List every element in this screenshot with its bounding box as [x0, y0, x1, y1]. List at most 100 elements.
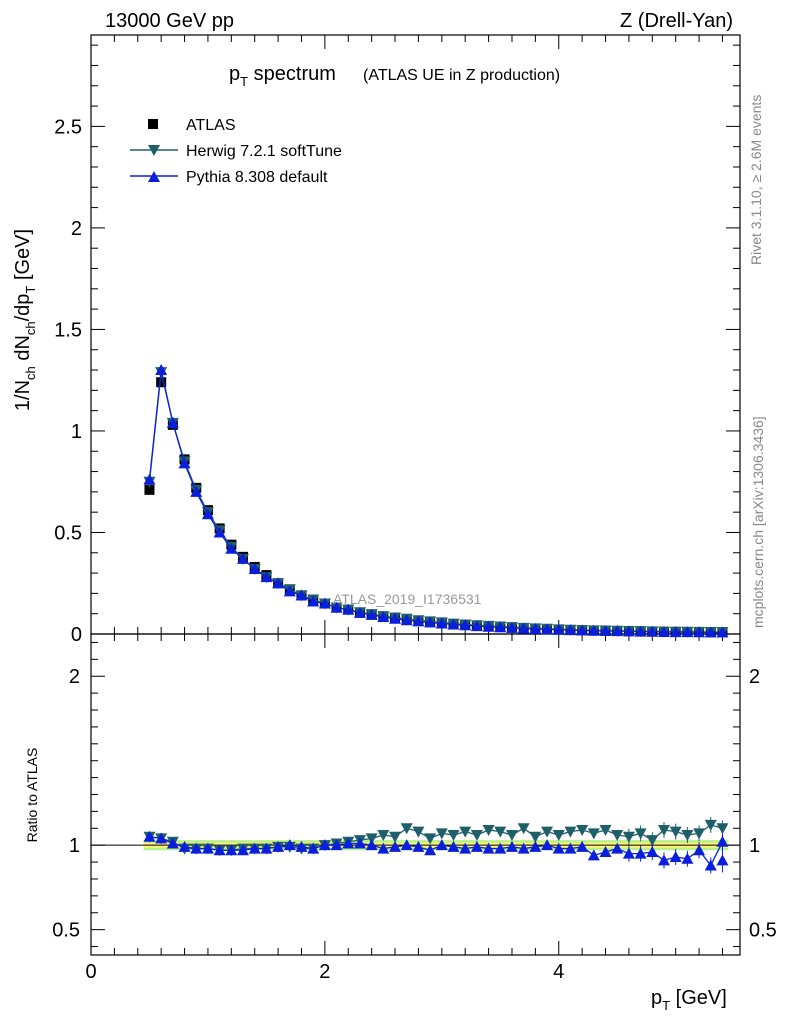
legend-atlas-marker	[148, 119, 158, 129]
pythia-point	[272, 577, 285, 589]
ratio-tick-label: 1	[69, 835, 80, 857]
pythia-ratio-point	[283, 839, 296, 851]
pythia-ratio-point	[295, 840, 308, 852]
pythia-ratio-point	[622, 847, 635, 859]
pythia-point	[225, 542, 238, 554]
pythia-point	[166, 416, 179, 428]
pythia-ratio-point	[529, 840, 542, 852]
ratio-tick-label: 0.5	[52, 920, 80, 942]
pythia-ratio-point	[143, 830, 156, 842]
pythia-point	[459, 619, 472, 631]
pythia-ratio-point	[634, 847, 647, 859]
legend-atlas-label: ATLAS	[186, 117, 236, 134]
data-series	[143, 364, 729, 874]
herwig-ratio-point	[599, 824, 612, 836]
pythia-point	[412, 615, 425, 627]
pythia-ratio-point	[248, 842, 261, 854]
pythia-last-ratio-point	[716, 854, 729, 866]
herwig-ratio-point	[529, 831, 542, 843]
pythia-point	[470, 620, 483, 632]
herwig-ratio-point	[494, 826, 507, 838]
pythia-point	[389, 612, 402, 624]
pythia-ratio-point	[412, 840, 425, 852]
pythia-ratio-point	[482, 842, 495, 854]
herwig-ratio-point	[365, 833, 378, 845]
pythia-point	[307, 595, 320, 607]
pythia-point	[283, 585, 296, 597]
pythia-ratio-point	[178, 840, 191, 852]
pythia-point	[622, 625, 635, 637]
herwig-ratio-point	[587, 828, 600, 840]
herwig-ratio-point	[459, 826, 472, 838]
svg-text:1/Nch dNch/dpT [GeV]: 1/Nch dNch/dpT [GeV]	[12, 229, 38, 411]
pythia-ratio-point	[190, 842, 203, 854]
pythia-ratio-point	[646, 845, 659, 857]
legend-herwig-marker	[148, 145, 160, 156]
herwig-ratio-point	[716, 823, 729, 835]
herwig-ratio-point	[669, 826, 682, 838]
pythia-ratio-point	[716, 835, 729, 847]
legend-herwig-label: Herwig 7.2.1 softTune	[186, 143, 342, 160]
y-tick-label: 0.5	[54, 522, 82, 544]
pythia-ratio-point	[564, 842, 577, 854]
svg-text:pT spectrum: pT spectrum	[229, 63, 336, 89]
pythia-point	[646, 625, 659, 637]
atlas-point	[144, 484, 155, 495]
pythia-ratio-point	[272, 840, 285, 852]
pythia-ratio-point	[400, 839, 413, 851]
pythia-ratio-point	[669, 851, 682, 863]
pythia-point	[400, 614, 413, 626]
pythia-ratio-point	[470, 840, 483, 852]
legend-pythia-marker	[148, 171, 160, 182]
pythia-point	[365, 608, 378, 620]
svg-text:pT [GeV]: pT [GeV]	[651, 987, 727, 1013]
pythia-point	[693, 626, 706, 638]
herwig-ratio-point	[681, 830, 694, 842]
pythia-point	[611, 625, 624, 637]
pythia-ratio-point	[342, 837, 355, 849]
pythia-point	[529, 622, 542, 634]
pythia-ratio-point	[213, 844, 226, 856]
header-right: Z (Drell-Yan)	[620, 10, 733, 32]
legend: ATLAS Herwig 7.2.1 softTune Pythia 8.308…	[130, 117, 342, 186]
pythia-point	[424, 616, 437, 628]
pythia-point	[295, 589, 308, 601]
x-axis-label: pT [GeV]	[651, 987, 727, 1013]
pythia-point	[248, 563, 261, 575]
watermark: ATLAS_2019_I1736531	[333, 591, 482, 607]
pythia-point	[190, 485, 203, 497]
pythia-ratio-point	[587, 849, 600, 861]
pythia-point	[318, 597, 331, 609]
pythia-point	[213, 526, 226, 538]
pythia-ratio-point	[541, 839, 554, 851]
title-rest: spectrum	[248, 63, 336, 85]
pythia-ratio-point	[459, 842, 472, 854]
y-tick-label: 0	[71, 624, 82, 646]
x-tick-label: 0	[85, 961, 96, 983]
pythia-point	[377, 610, 390, 622]
herwig-ratio-point	[400, 823, 413, 835]
side-text-rivet: Rivet 3.1.10, ≥ 2.6M events	[748, 95, 764, 265]
pythia-point	[447, 618, 460, 630]
header-left: 13000 GeV pp	[105, 10, 234, 32]
pythia-point	[505, 621, 518, 633]
pythia-point	[330, 601, 343, 613]
series-pythia	[143, 364, 729, 874]
herwig-ratio-point	[634, 828, 647, 840]
pythia-ratio-point	[260, 842, 273, 854]
side-text-mcplots: mcplots.cern.ch [arXiv:1306.3436]	[750, 416, 766, 628]
atlas-point	[156, 377, 167, 388]
title-small: (ATLAS UE in Z production)	[363, 67, 560, 84]
pythia-point	[657, 625, 670, 637]
pythia-point	[517, 622, 530, 634]
ratio-y-label: Ratio to ATLAS	[24, 748, 40, 843]
pythia-ratio-point	[693, 844, 706, 856]
pythia-ratio-point	[447, 840, 460, 852]
y-tick-label: 2.5	[54, 116, 82, 138]
pythia-ratio-point	[237, 844, 250, 856]
ratio-frame	[90, 633, 741, 956]
pythia-ratio-point	[424, 844, 437, 856]
pythia-ratio-point	[517, 842, 530, 854]
pythia-point	[435, 617, 448, 629]
ratio-tick-label: 2	[69, 666, 80, 688]
